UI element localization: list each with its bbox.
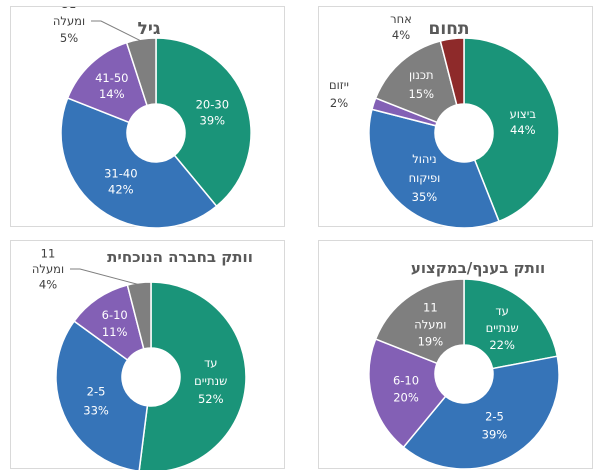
chart-company-seniority-panel: וותק בחברה הנוכחית עד שנתיים 52% 2-5 33% 6-10 1… [10,240,285,470]
slice-label: 6-10 20% [393,373,419,404]
slice-label: ייזום 2% [329,78,349,110]
pie-slice [60,97,218,228]
slice-label: 2-5 39% [482,410,508,442]
slice-label: 2-5 33% [83,384,109,417]
pie-slice [155,37,252,208]
slice-label: תכנון 15% [408,68,434,101]
chart-title: וותק בחברה הנוכחית [107,248,253,266]
slice-label: 6-10 11% [102,308,128,339]
pie-slice [439,37,465,106]
leader-line [70,268,140,286]
chart-title: וותק בענף/במקצוע [411,259,545,277]
slice-label: 11 ומעלה 4% [32,247,64,292]
pie-slice [368,338,447,449]
slice-label: 11 ומעלה 19% [414,300,446,348]
leader-line [91,20,142,42]
chart-title: תחום [429,19,470,39]
pie-slice [368,108,500,228]
donut-chart: וותק בענף/במקצוע עד שנתיים 22% 2-5 39% 6-10 20%… [368,259,560,470]
pie-slice [374,278,465,365]
slice-label: 31-40 42% [104,166,137,196]
slice-label: ביצוע 44% [510,107,537,137]
pie-slice [138,281,247,470]
slice-label: 20-30 39% [196,98,229,128]
slice-label: 41-50 14% [95,71,128,101]
pie-slice [125,37,157,107]
pie-slice [463,278,559,370]
chart-industry-seniority-panel: וותק בענף/במקצוע עד שנתיים 22% 2-5 39% 6-10 20%… [318,240,593,470]
chart-title: גיל [138,19,161,39]
slice-label: 51ומעלה5% [53,7,85,45]
pie-slice [463,37,560,223]
chart-field-panel: תחום ביצוע 44% ניהול ופיקוח 35% ייזום 2% תכנון 15… [318,6,593,228]
pie-slice [374,40,458,124]
donut-chart: וותק בחברה הנוכחית עד שנתיים 52% 2-5 33% 6-10 1… [32,247,253,470]
slice-label: אחר 4% [390,12,412,42]
slice-label: עד שנתיים 52% [194,356,227,406]
slice-label: ניהול ופיקוח 35% [409,152,441,204]
slice-label: עד שנתיים 22% [486,304,519,352]
donut-chart: תחום ביצוע 44% ניהול ופיקוח 35% ייזום 2% תכנון 15… [329,12,560,228]
pie-slice [402,355,560,470]
pie-slice [66,41,148,124]
